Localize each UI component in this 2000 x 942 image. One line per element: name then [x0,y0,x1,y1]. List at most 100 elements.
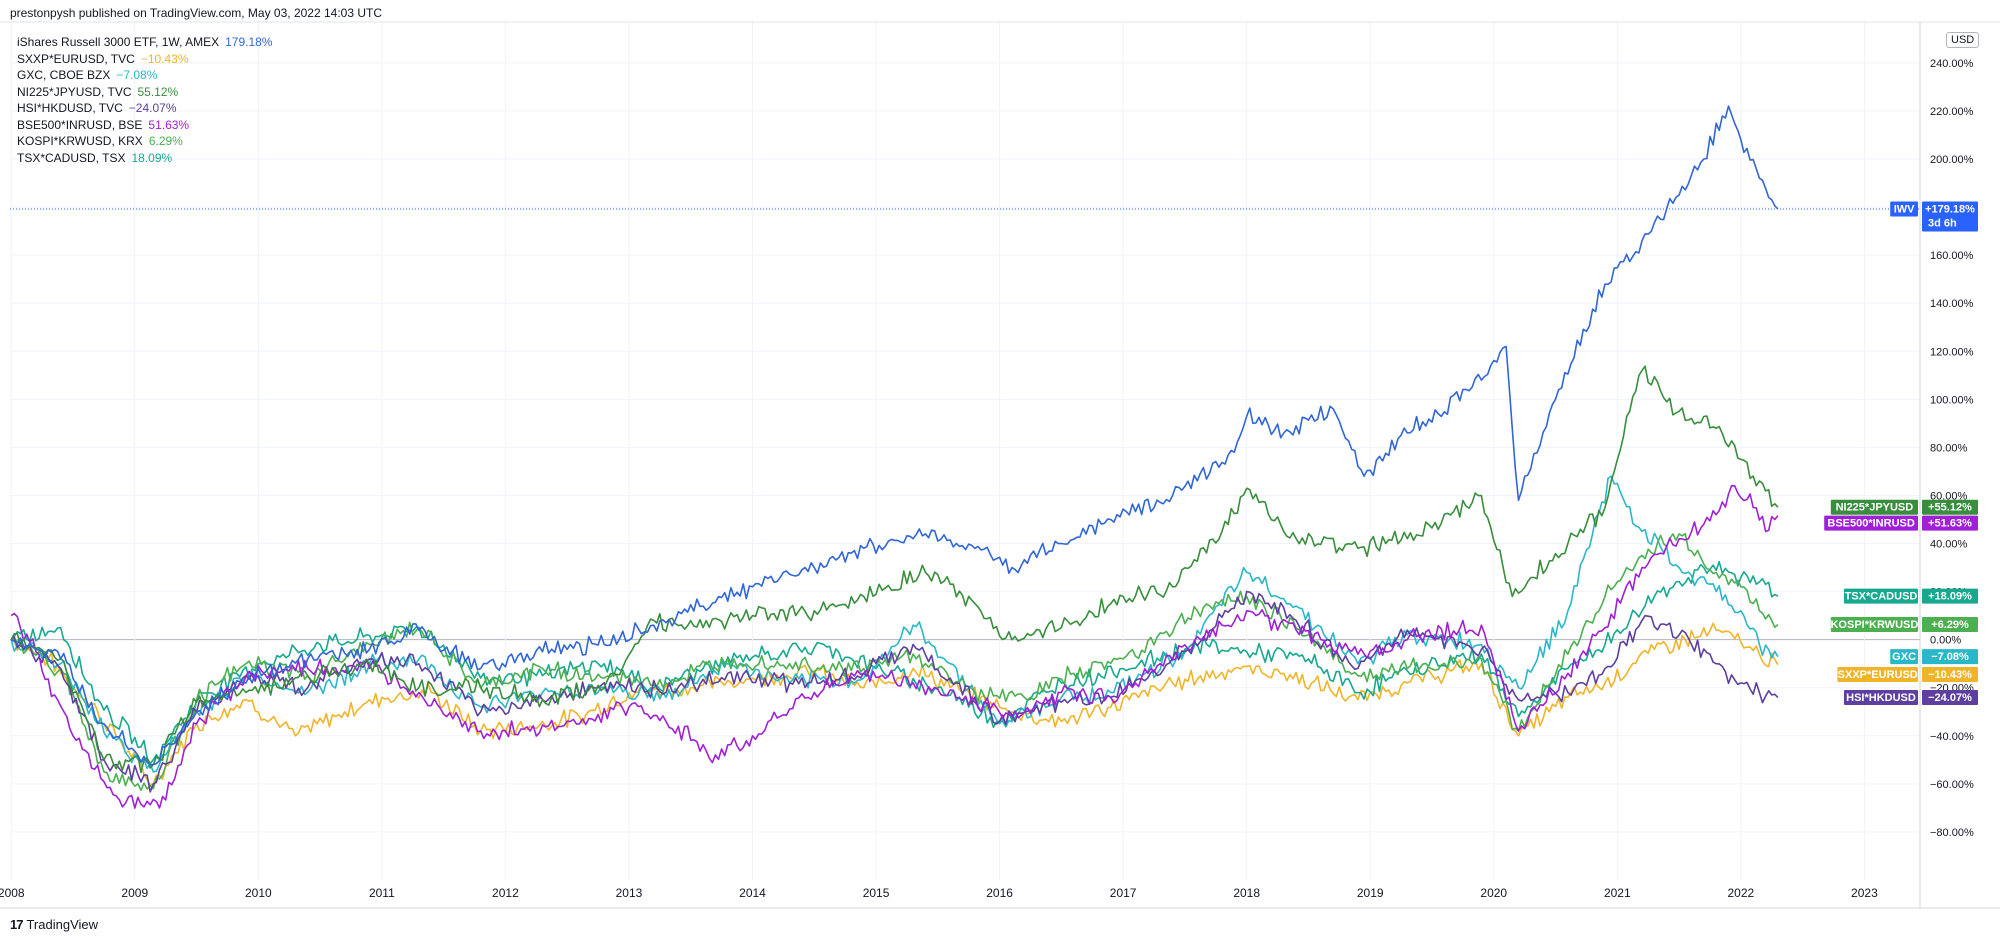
badge-label: GXC [1892,651,1916,663]
price-badge-bse500[interactable]: BSE500*INRUSD +51.63% [1824,515,1978,531]
series-line-gxc[interactable] [10,475,1779,773]
badge-value-bg [1922,515,1978,531]
badge-label: KOSPI*KRWUSD [1830,619,1918,631]
badge-label-bg [1824,515,1918,531]
legend-row-bse500[interactable]: BSE500*INRUSD, BSE 51.63% [17,117,272,134]
y-tick-label: 40.00% [1930,539,1968,551]
badge-label-bg [1837,667,1918,683]
badge-label-bg [1890,649,1918,665]
badge-value: +55.12% [1928,502,1972,514]
x-tick-label: 2011 [369,886,395,900]
tradingview-logo-text: TradingView [26,917,99,932]
legend-row-sxxp[interactable]: SXXP*EURUSD, TVC −10.43% [17,51,272,68]
badge-label-bg [1830,617,1918,633]
badge-label: BSE500*INRUSD [1827,518,1914,530]
legend-name: NI225*JPYUSD, TVC [17,84,132,99]
series-line-hsi-hkdusd[interactable] [10,590,1779,793]
legend-name: BSE500*INRUSD, BSE [17,117,143,132]
legend-name: KOSPI*KRWUSD, KRX [17,134,143,148]
y-tick-label: 240.00% [1930,58,1974,70]
x-tick-label: 2015 [863,886,890,900]
y-tick-label: 220.00% [1930,106,1974,118]
y-tick-label: 160.00% [1930,250,1974,262]
legend-row-hsi[interactable]: HSI*HKDUSD, TVC −24.07% [17,100,272,117]
badge-label: IWV [1894,204,1915,216]
legend-name: SXXP*EURUSD, TVC [17,51,135,66]
series-line-kospi-krwusd[interactable] [11,532,1779,792]
y-tick-label: 200.00% [1930,154,1974,166]
legend-value: −7.08% [116,68,158,82]
legend-value: −10.43% [140,51,189,66]
price-badge-gxc[interactable]: GXC −7.08% [1890,649,1978,665]
badge-value-bg [1922,649,1978,665]
x-tick-label: 2008 [0,886,25,900]
x-tick-label: 2014 [739,886,766,900]
badge-label: SXXP*EURUSD [1838,669,1918,681]
legend-row-iwv[interactable]: iShares Russell 3000 ETF, 1W, AMEX 179.18… [17,34,272,51]
grid-lines [10,22,1920,880]
legend-value: 55.12% [137,84,179,99]
y-tick-label: −40.00% [1930,731,1974,743]
legend-name: TSX*CADUSD, TSX [17,150,126,165]
x-tick-label: 2016 [986,886,1013,900]
legend-row-tsx[interactable]: TSX*CADUSD, TSX 18.09% [17,150,272,167]
badge-label: HSI*HKDUSD [1846,692,1916,704]
x-tick-label: 2021 [1604,886,1631,900]
y-tick-label: −60.00% [1930,779,1974,791]
legend-row-gxc[interactable]: GXC, CBOE BZX −7.08% [17,67,272,84]
badge-value: −24.07% [1928,692,1972,704]
y-tick-label: 100.00% [1930,394,1974,406]
badge-value-bg [1922,499,1978,515]
x-tick-label: 2012 [492,886,519,900]
price-badge-iwv[interactable]: IWV +179.18% 3d 6h [1890,201,1978,232]
badge-value-bg [1922,201,1978,232]
y-tick-label: 0.00% [1930,635,1961,647]
published-header: prestonpysh published on TradingView.com… [10,6,382,20]
badge-label: TSX*CADUSD [1845,591,1918,603]
x-tick-label: 2010 [245,886,272,900]
legend-value: 179.18% [225,35,273,49]
y-tick-label: 120.00% [1930,346,1974,358]
badge-extra: 3d 6h [1928,218,1957,230]
badge-value: +6.29% [1931,619,1969,631]
x-tick-label: 2019 [1357,886,1384,900]
x-tick-label: 2023 [1851,886,1878,900]
legend-value: 6.29% [148,134,183,148]
legend: iShares Russell 3000 ETF, 1W, AMEX 179.18… [17,34,272,166]
series-line-iwv[interactable] [10,105,1779,766]
badge-value-bg [1922,617,1978,633]
badge-value-bg [1922,667,1978,683]
legend-row-kospi[interactable]: KOSPI*KRWUSD, KRX 6.29% [17,133,272,150]
price-badge-kospi[interactable]: KOSPI*KRWUSD +6.29% [1830,617,1978,633]
badge-value-bg [1922,588,1978,604]
x-tick-label: 2009 [121,886,148,900]
series-lines [10,105,1920,809]
legend-row-ni225[interactable]: NI225*JPYUSD, TVC 55.12% [17,84,272,101]
tradingview-logo[interactable]: 17 TradingView [10,917,98,932]
badge-value-bg [1922,690,1978,706]
series-line-ni225-jpyusd[interactable] [10,365,1779,774]
y-tick-label: −80.00% [1930,827,1974,839]
badge-label-bg [1844,690,1918,706]
price-badge-sxxp[interactable]: SXXP*EURUSD −10.43% [1837,667,1978,683]
y-tick-label: 60.00% [1930,490,1968,502]
price-badge-hsi[interactable]: HSI*HKDUSD −24.07% [1844,690,1978,706]
price-badge-ni225[interactable]: NI225*JPYUSD +55.12% [1830,499,1978,515]
badge-value: −7.08% [1931,651,1969,663]
legend-name: iShares Russell 3000 ETF, 1W, AMEX [17,35,220,49]
x-tick-label: 2017 [1110,886,1137,900]
legend-name: GXC, CBOE BZX [17,68,111,82]
badge-label-bg [1830,499,1918,515]
tradingview-logo-icon: 17 [10,917,24,932]
y-tick-label: 80.00% [1930,442,1968,454]
y-tick-label: 140.00% [1930,298,1974,310]
currency-button[interactable]: USD [1946,32,1980,48]
badge-value: +179.18% [1925,204,1975,216]
x-tick-label: 2020 [1480,886,1507,900]
badge-value: −10.43% [1928,669,1972,681]
price-badge-tsx[interactable]: TSX*CADUSD +18.09% [1844,588,1978,604]
series-line-tsx-cadusd[interactable] [10,560,1779,765]
